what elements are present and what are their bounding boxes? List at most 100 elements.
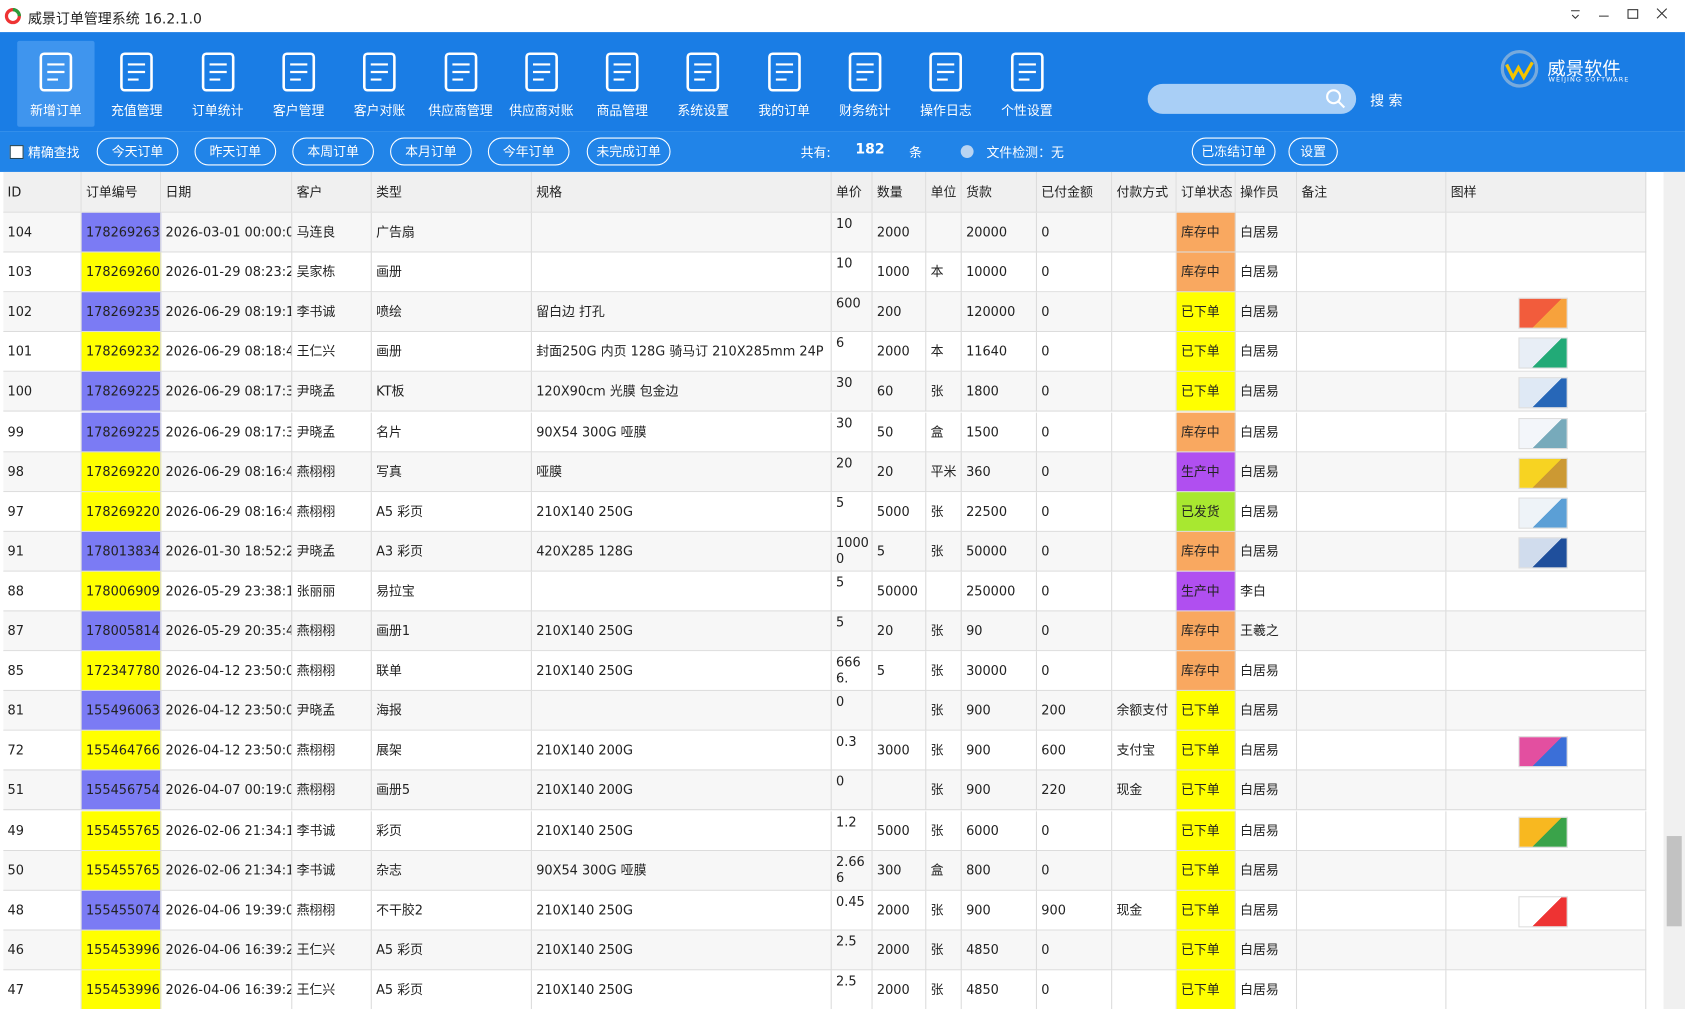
column-header[interactable]: ID [3,171,82,213]
table-cell: 白居易 [1235,770,1298,811]
table-row[interactable]: 99 1782692259 2026-06-29 08:17:39 尹晓孟 名片 90X5… [3,412,1647,452]
toolbar-button[interactable]: 新增订单 [17,40,95,127]
table-row[interactable]: 98 1782692202 2026-06-29 08:16:42 燕栩栩 写真 哑膜 20… [3,451,1647,492]
table-row[interactable]: 49 1554557658 2026-02-06 21:34:18 李书诚 彩页 210X… [3,810,1647,851]
checkbox[interactable] [9,145,24,160]
toolbar-button[interactable]: 充值管理 [98,41,175,127]
toolbar-button[interactable]: 我的订单 [745,41,822,127]
column-header[interactable]: 备注 [1297,171,1447,213]
table-row[interactable]: 47 1554539968 2026-04-06 16:39:28 王仁兴 A5 彩页 2… [3,970,1647,1009]
scrollbar[interactable] [1663,171,1685,1009]
exact-search-label[interactable]: 精确查找 [27,145,80,161]
thumbnail[interactable] [1518,297,1568,330]
toolbar-label[interactable]: 商品管理 [596,103,649,119]
column-header[interactable]: 已付金额 [1036,171,1113,213]
table-row[interactable]: 91 1780138341 2026-01-30 18:52:21 尹晓孟 A3 彩页 4… [3,531,1647,572]
toolbar-label[interactable]: 新增订单 [30,103,82,119]
toolbar-button[interactable]: 客户管理 [260,41,337,127]
table-row[interactable]: 104 1782692638 2026-03-01 00:00:00 马连良 广告扇 10… [3,212,1647,253]
thumbnail[interactable] [1518,497,1568,529]
table-row[interactable]: 88 1780069090 2026-05-29 23:38:10 张丽丽 易拉宝 5 50… [3,571,1647,612]
thumbnail[interactable] [1518,816,1568,848]
table-row[interactable]: 51 1554567540 2026-04-07 00:19:00 燕栩栩 画册5 210… [3,770,1647,811]
toolbar-button[interactable]: 个性设置 [988,41,1065,127]
toolbar-button[interactable]: 系统设置 [665,41,742,127]
thumbnail[interactable] [1518,736,1568,768]
thumbnail[interactable] [1518,537,1568,569]
toolbar-label[interactable]: 个性设置 [1001,103,1053,119]
table-cell: 库存中 [1176,651,1236,692]
toolbar-label[interactable]: 供应商管理 [428,103,493,119]
column-header[interactable]: 订单状态 [1176,171,1236,213]
toolbar-button[interactable]: 供应商管理 [422,41,499,127]
table-row[interactable]: 85 1723477806 2026-04-12 23:50:06 燕栩栩 联单 210X… [3,651,1647,692]
table-cell: 5 [831,491,873,532]
thumbnail[interactable] [1518,377,1568,409]
table-cell: 联单 [371,651,532,692]
filter-button[interactable]: 本月订单 [390,137,472,166]
table-row[interactable]: 100 1782692259 2026-06-29 08:17:39 尹晓孟 KT板 12… [3,372,1647,413]
column-header[interactable]: 单位 [926,171,962,213]
column-header[interactable]: 规格 [531,171,832,213]
column-header[interactable]: 订单编号 [81,171,162,213]
table-row[interactable]: 103 1782692603 2026-01-29 08:23:23 吴家栋 画册 10 1… [3,252,1647,293]
thumbnail[interactable] [1518,895,1568,928]
thumbnail[interactable] [1518,417,1568,449]
toolbar-label[interactable]: 客户管理 [272,103,325,119]
table-row[interactable]: 101 1782692320 2026-06-29 08:18:40 王仁兴 画册 封面2… [3,332,1647,373]
column-header[interactable]: 货款 [961,171,1037,213]
table-row[interactable]: 46 1554539968 2026-04-06 16:39:28 王仁兴 A5 彩页 2… [3,930,1647,971]
table-row[interactable]: 97 1782692202 2026-06-29 08:16:42 燕栩栩 A5 彩页 2… [3,491,1647,532]
column-header[interactable]: 操作员 [1235,171,1298,213]
toolbar-button[interactable]: 操作日志 [907,41,984,127]
table-row[interactable]: 48 1554550748 2026-04-06 19:39:08 燕栩栩 不干胶2 21… [3,890,1647,931]
column-header[interactable]: 图样 [1446,171,1647,213]
toolbar-button[interactable]: 商品管理 [584,41,661,127]
toolbar-label[interactable]: 系统设置 [677,103,729,119]
filter-button[interactable]: 未完成订单 [586,137,671,166]
toolbar-button[interactable]: 供应商对账 [503,41,580,127]
search-box[interactable] [1147,83,1357,114]
column-header[interactable]: 付款方式 [1112,171,1177,213]
column-header[interactable]: 客户 [292,171,372,213]
toolbar-label[interactable]: 财务统计 [839,103,891,119]
column-header[interactable]: 日期 [161,171,293,213]
search-button[interactable]: 搜 索 [1370,93,1403,110]
table-cell: 白居易 [1235,691,1298,732]
toolbar-label[interactable]: 我的订单 [758,103,810,119]
table-cell: 30 [831,412,873,452]
search-icon[interactable] [1325,88,1346,109]
column-header[interactable]: 单价 [831,171,873,213]
action-button[interactable]: 设置 [1288,137,1338,166]
table-cell: 燕栩栩 [292,491,372,532]
toolbar-label[interactable]: 操作日志 [920,103,972,119]
filter-button[interactable]: 今年订单 [487,137,570,166]
filter-button[interactable]: 昨天订单 [194,137,277,166]
toolbar-label[interactable]: 充值管理 [110,103,163,119]
window-controls[interactable] [1564,4,1682,25]
column-header[interactable]: 数量 [872,171,927,213]
toolbar-button[interactable]: 财务统计 [826,41,903,127]
toolbar-label[interactable]: 订单统计 [191,103,244,119]
scrollbar-thumb[interactable] [1666,836,1682,927]
table-row[interactable]: 81 1554960633 2026-04-12 23:50:06 尹晓孟 海报 0 张 90… [3,691,1647,732]
column-header[interactable]: 类型 [371,171,532,213]
table-cell [1297,491,1447,532]
toolbar-button[interactable]: 订单统计 [179,41,256,127]
toolbar-label[interactable]: 供应商对账 [509,103,574,119]
table-cell: 210X140 200G [531,731,832,771]
thumbnail[interactable] [1518,457,1568,489]
table-row[interactable]: 50 1554557658 2026-02-06 21:34:18 李书诚 杂志 90X5… [3,850,1647,891]
toolbar-button[interactable]: 客户对账 [341,41,418,127]
table-cell: 2026-06-29 08:19:10 [161,292,293,333]
table-cell: 6 [831,332,873,373]
toolbar-label[interactable]: 客户对账 [353,103,406,119]
filter-button[interactable]: 本周订单 [292,137,374,166]
table-row[interactable]: 102 1782692350 2026-06-29 08:19:10 李书诚 喷绘 留白边… [3,292,1647,333]
table-row[interactable]: 72 1554647667 2026-04-12 23:50:06 燕栩栩 展架 210X… [3,731,1647,771]
action-button[interactable]: 已冻结订单 [1191,137,1276,166]
filter-button[interactable]: 今天订单 [96,137,179,166]
table-cell: 已下单 [1176,770,1236,811]
thumbnail[interactable] [1518,337,1568,369]
table-row[interactable]: 87 1780058142 2026-05-29 20:35:42 燕栩栩 画册1 210… [3,611,1647,652]
